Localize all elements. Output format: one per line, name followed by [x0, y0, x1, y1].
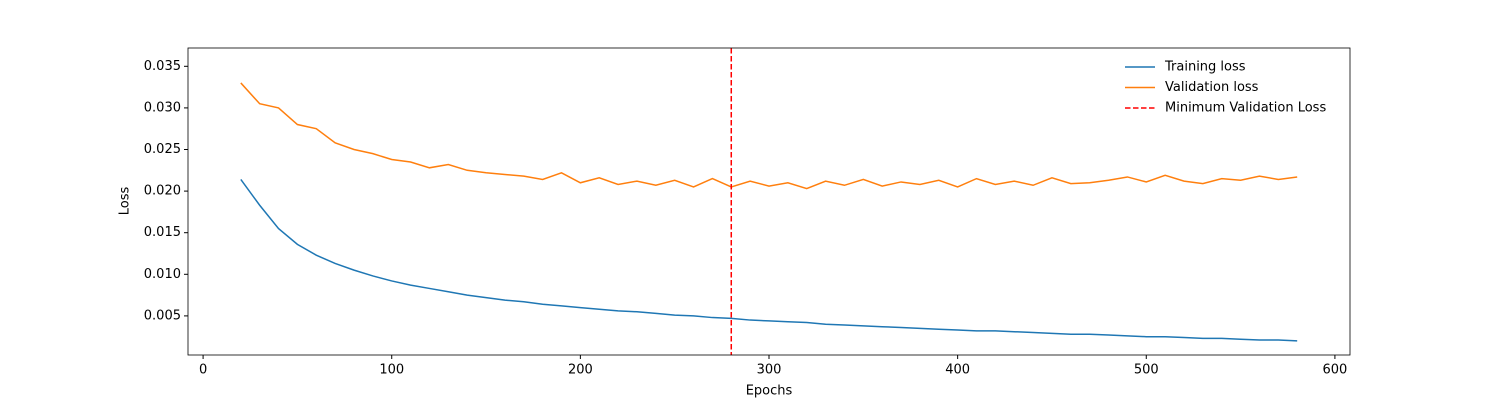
x-tick-label: 400 [945, 363, 970, 378]
y-tick-label: 0.005 [144, 308, 181, 323]
x-tick-label: 200 [568, 363, 593, 378]
y-axis-label: Loss [118, 187, 133, 216]
x-tick-label: 500 [1134, 363, 1159, 378]
plot-frame [187, 47, 1351, 356]
y-tick-label: 0.015 [144, 225, 181, 240]
y-tick-label: 0.025 [144, 142, 181, 157]
legend-label: Training loss [1164, 60, 1246, 75]
x-tick-label: 0 [199, 363, 207, 378]
y-tick-label: 0.020 [144, 184, 181, 199]
series-line [240, 179, 1298, 342]
y-tick-label: 0.010 [144, 267, 181, 282]
y-tick-label: 0.030 [144, 100, 181, 115]
series-line [240, 82, 1298, 190]
x-tick-label: 100 [379, 363, 404, 378]
x-tick-label: 600 [1322, 363, 1347, 378]
x-axis-label: Epochs [746, 384, 793, 399]
y-tick-label: 0.035 [144, 59, 181, 74]
x-tick-label: 300 [757, 363, 782, 378]
legend-label: Minimum Validation Loss [1165, 101, 1326, 116]
legend-label: Validation loss [1165, 80, 1259, 95]
